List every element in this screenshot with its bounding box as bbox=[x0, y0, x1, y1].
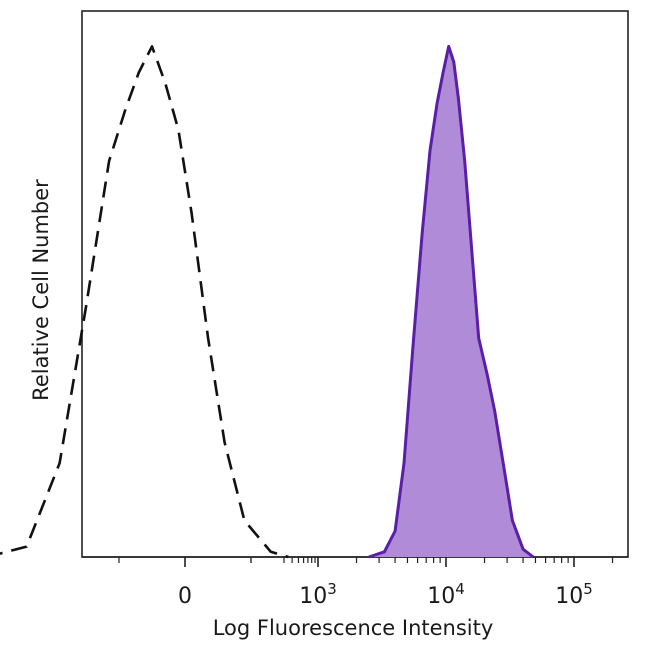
x-tick-labels: 0 103 104 105 bbox=[178, 557, 593, 609]
x-tick-label: 103 bbox=[299, 580, 337, 609]
series-layer bbox=[0, 44, 535, 559]
histogram-fill-solid bbox=[368, 46, 534, 558]
histogram-line-solid bbox=[368, 44, 535, 559]
x-tick-label: 105 bbox=[555, 580, 593, 609]
x-axis-label: Log Fluorescence Intensity bbox=[213, 616, 494, 640]
x-tick-label: 0 bbox=[178, 584, 192, 609]
histogram-line-dashed bbox=[0, 45, 289, 559]
x-minor-ticks bbox=[118, 557, 614, 563]
x-tick-label: 104 bbox=[427, 580, 465, 609]
y-axis-label: Relative Cell Number bbox=[29, 179, 53, 401]
plot-frame bbox=[81, 10, 629, 558]
